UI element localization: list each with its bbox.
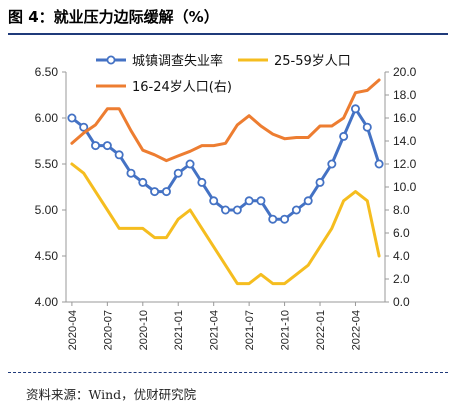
series-point-1: [209, 196, 219, 206]
series-point-1: [91, 141, 101, 151]
right-axis-tick-label: 2.0: [393, 272, 410, 286]
title-divider: [8, 33, 448, 35]
figure-title: 图 4：就业压力边际缓解（%）: [8, 8, 219, 26]
x-axis-tick-label: 2020-07: [102, 310, 114, 350]
legend-label-2: 25-59岁人口: [274, 54, 351, 69]
series-point-1: [185, 159, 195, 169]
right-axis-tick-label: 18.0: [393, 88, 417, 102]
series-point-1: [339, 131, 349, 141]
series-point-1: [327, 159, 337, 169]
x-axis-tick-label: 2020-10: [138, 310, 150, 350]
series-point-1: [374, 159, 384, 169]
series-point-1: [362, 122, 372, 132]
series-point-1: [126, 168, 136, 178]
left-axis-tick-label: 4.50: [35, 249, 59, 263]
chart-axes: 4.00 4.50 5.00 5.50 6.00 6.50 0.0 2.0 4.0 6.0 8.0 1…: [35, 65, 417, 350]
legend-label-1: 城镇调查失业率: [132, 53, 223, 69]
series-point-1: [280, 214, 290, 224]
series-point-1: [173, 168, 183, 178]
x-axis-tick-label: 2021-01: [173, 310, 185, 350]
series-point-1: [220, 205, 230, 215]
right-axis-tick-label: 20.0: [393, 65, 417, 79]
series-point-1: [350, 104, 360, 114]
right-axis-tick-label: 6.0: [393, 226, 410, 240]
left-axis-tick-label: 6.50: [35, 65, 59, 79]
right-axis-tick-label: 12.0: [393, 157, 417, 171]
series-point-1: [291, 205, 301, 215]
left-axis-tick-label: 4.00: [35, 295, 59, 309]
legend-label-3: 16-24岁人口(右): [132, 80, 232, 95]
series-point-1: [114, 150, 124, 160]
right-axis-tick-label: 4.0: [393, 249, 410, 263]
right-axis-tick-label: 16.0: [393, 111, 417, 125]
x-axis-tick-label: 2022-01: [315, 310, 327, 350]
source-note: 资料来源：Wind，优财研究院: [26, 387, 197, 402]
series-point-1: [67, 113, 77, 123]
left-axis-tick-label: 6.00: [35, 111, 59, 125]
left-axis-tick-label: 5.00: [35, 203, 59, 217]
series-point-1: [303, 196, 313, 206]
left-axis-tick-label: 5.50: [35, 157, 59, 171]
x-axis-tick-label: 2022-04: [350, 310, 362, 350]
right-axis-tick-label: 10.0: [393, 180, 417, 194]
chart-legend: 城镇调查失业率 25-59岁人口 16-24岁人口(右): [96, 53, 351, 95]
x-axis-tick-label: 2021-07: [244, 310, 256, 350]
series-line-2: [70, 162, 381, 286]
series-point-1: [256, 196, 266, 206]
series-point-1: [268, 214, 278, 224]
series-point-1: [102, 141, 112, 151]
series-point-1: [150, 187, 160, 197]
chart-series: [67, 78, 384, 286]
line-chart: 4.00 4.50 5.00 5.50 6.00 6.50 0.0 2.0 4.0 6.0 8.0 1…: [35, 53, 417, 350]
legend-marker-1: [106, 55, 116, 65]
x-axis-tick-label: 2021-10: [280, 310, 292, 350]
series-point-1: [232, 205, 242, 215]
series-point-1: [138, 177, 148, 187]
right-axis-tick-label: 14.0: [393, 134, 417, 148]
series-point-1: [197, 177, 207, 187]
footer-divider: [8, 372, 448, 373]
right-axis-tick-label: 0.0: [393, 295, 410, 309]
series-point-1: [244, 196, 254, 206]
series-point-1: [79, 122, 89, 132]
series-line-3: [70, 78, 381, 163]
series-point-1: [161, 187, 171, 197]
right-axis-tick-label: 8.0: [393, 203, 410, 217]
x-axis-tick-label: 2020-04: [67, 310, 79, 350]
series-point-1: [315, 177, 325, 187]
x-axis-tick-label: 2021-04: [209, 310, 221, 350]
